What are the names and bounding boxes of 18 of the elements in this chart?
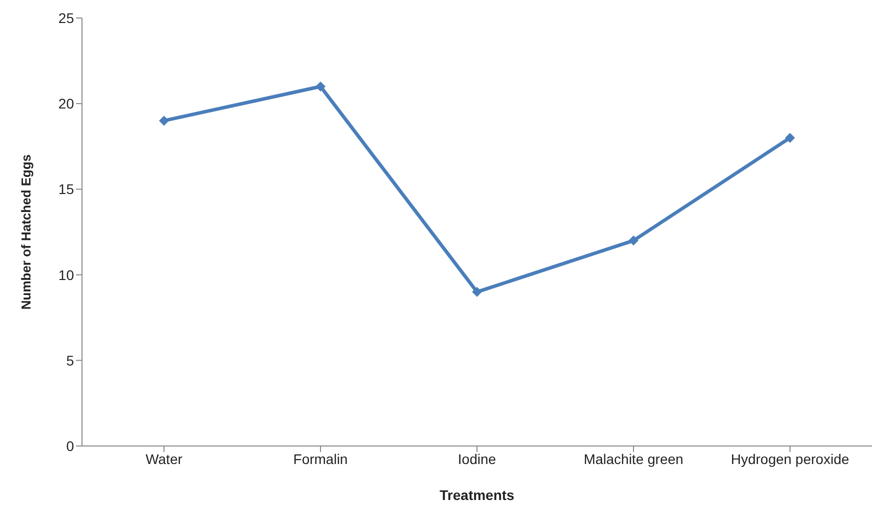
- y-axis-title: Number of Hatched Eggs: [18, 154, 34, 310]
- y-tick-label: 20: [58, 96, 74, 112]
- point: [628, 236, 638, 246]
- x-axis-title: Treatments: [440, 487, 515, 503]
- point: [316, 81, 326, 92]
- point: [785, 132, 795, 143]
- y-tick-label: 5: [66, 352, 74, 368]
- y-tick-label: 10: [58, 266, 74, 283]
- x-tick-label: Hydrogen peroxide: [730, 450, 850, 467]
- point: [472, 286, 482, 297]
- y-tick-label: 15: [58, 181, 74, 198]
- x-tick-label: Malachite green: [584, 450, 684, 467]
- x-tick-label: Water: [146, 450, 183, 467]
- y-tick-label: 0: [66, 438, 74, 454]
- point: [159, 116, 169, 126]
- x-tick-label: Iodine: [458, 450, 496, 467]
- y-tick-label: 25: [58, 10, 74, 26]
- x-tick-label: Formalin: [293, 450, 348, 467]
